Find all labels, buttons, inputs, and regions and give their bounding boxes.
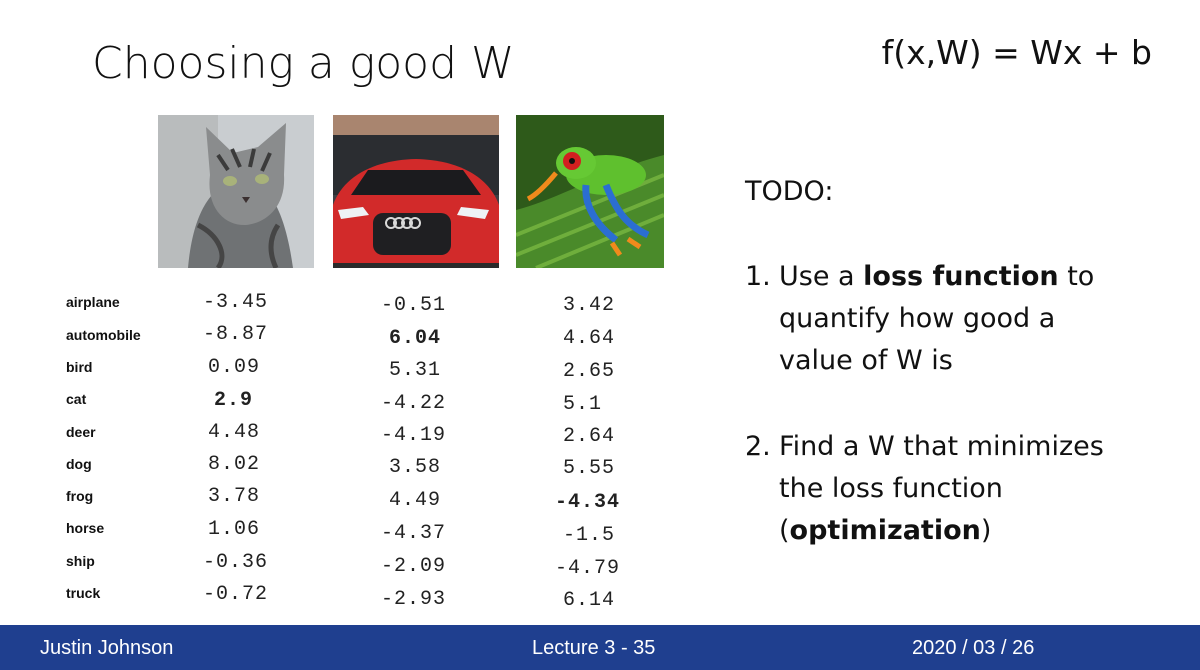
score-value: 5.55 [563,457,616,480]
score-value: -4.19 [381,424,447,447]
item-line: quantify how good a [779,303,1056,334]
score-value: 3.42 [563,294,616,317]
emphasis: loss function [863,261,1059,292]
score-value: -4.22 [381,392,447,415]
emphasis: optimization [789,515,981,546]
score-value-highlight: -4.34 [555,491,621,514]
score-value: 4.49 [389,489,442,512]
class-label: truck [66,585,101,601]
score-value: 5.31 [389,359,442,382]
class-label: ship [66,553,95,569]
score-value: -3.45 [203,291,269,314]
footer-date: 2020 / 03 / 26 [912,637,1035,659]
score-value: -2.09 [381,555,447,578]
item-line: Use a loss function to [779,261,1095,292]
score-value: 2.64 [563,425,616,448]
score-value: 5.1 [563,393,603,416]
car-image [333,115,499,268]
item-line: Find a W that minimizes [779,431,1104,462]
cat-image [158,115,314,268]
item-line: value of W is [779,345,953,376]
footer-lecture: Lecture 3 - 35 [532,637,656,659]
class-label: frog [66,488,94,504]
score-value: -0.51 [381,294,447,317]
score-value: 8.02 [208,453,261,476]
score-value: 3.58 [389,456,442,479]
class-label: cat [66,391,87,407]
class-label: automobile [66,327,141,343]
score-value: -4.37 [381,522,447,545]
class-label: bird [66,359,93,375]
footer-author: Justin Johnson [40,637,174,659]
score-value: 4.64 [563,327,616,350]
item-number: 2. [745,431,771,462]
formula: f(x,W) = Wx + b [881,33,1152,72]
score-value-highlight: 6.04 [389,327,442,350]
score-value: 3.78 [208,485,261,508]
score-value: 2.65 [563,360,616,383]
class-label: airplane [66,294,120,310]
score-value: -8.87 [203,323,269,346]
item-number: 1. [745,261,771,292]
score-value: -4.79 [555,557,621,580]
score-value: -1.5 [563,524,616,547]
item-line: (optimization) [779,515,992,546]
score-value: 6.14 [563,589,616,612]
footer-bar: Justin Johnson Lecture 3 - 35 2020 / 03 … [0,625,1200,670]
todo-heading: TODO: [745,176,834,207]
class-label: deer [66,424,96,440]
class-label: dog [66,456,92,472]
score-value: -0.36 [203,551,269,574]
item-line: the loss function [779,473,1003,504]
score-value: -2.93 [381,588,447,611]
score-value: 1.06 [208,518,261,541]
class-label: horse [66,520,105,536]
slide-title: Choosing a good W [92,38,515,89]
score-value: 4.48 [208,421,261,444]
frog-image [516,115,664,268]
score-value: 0.09 [208,356,261,379]
score-value-highlight: 2.9 [214,389,254,412]
score-value: -0.72 [203,583,269,606]
